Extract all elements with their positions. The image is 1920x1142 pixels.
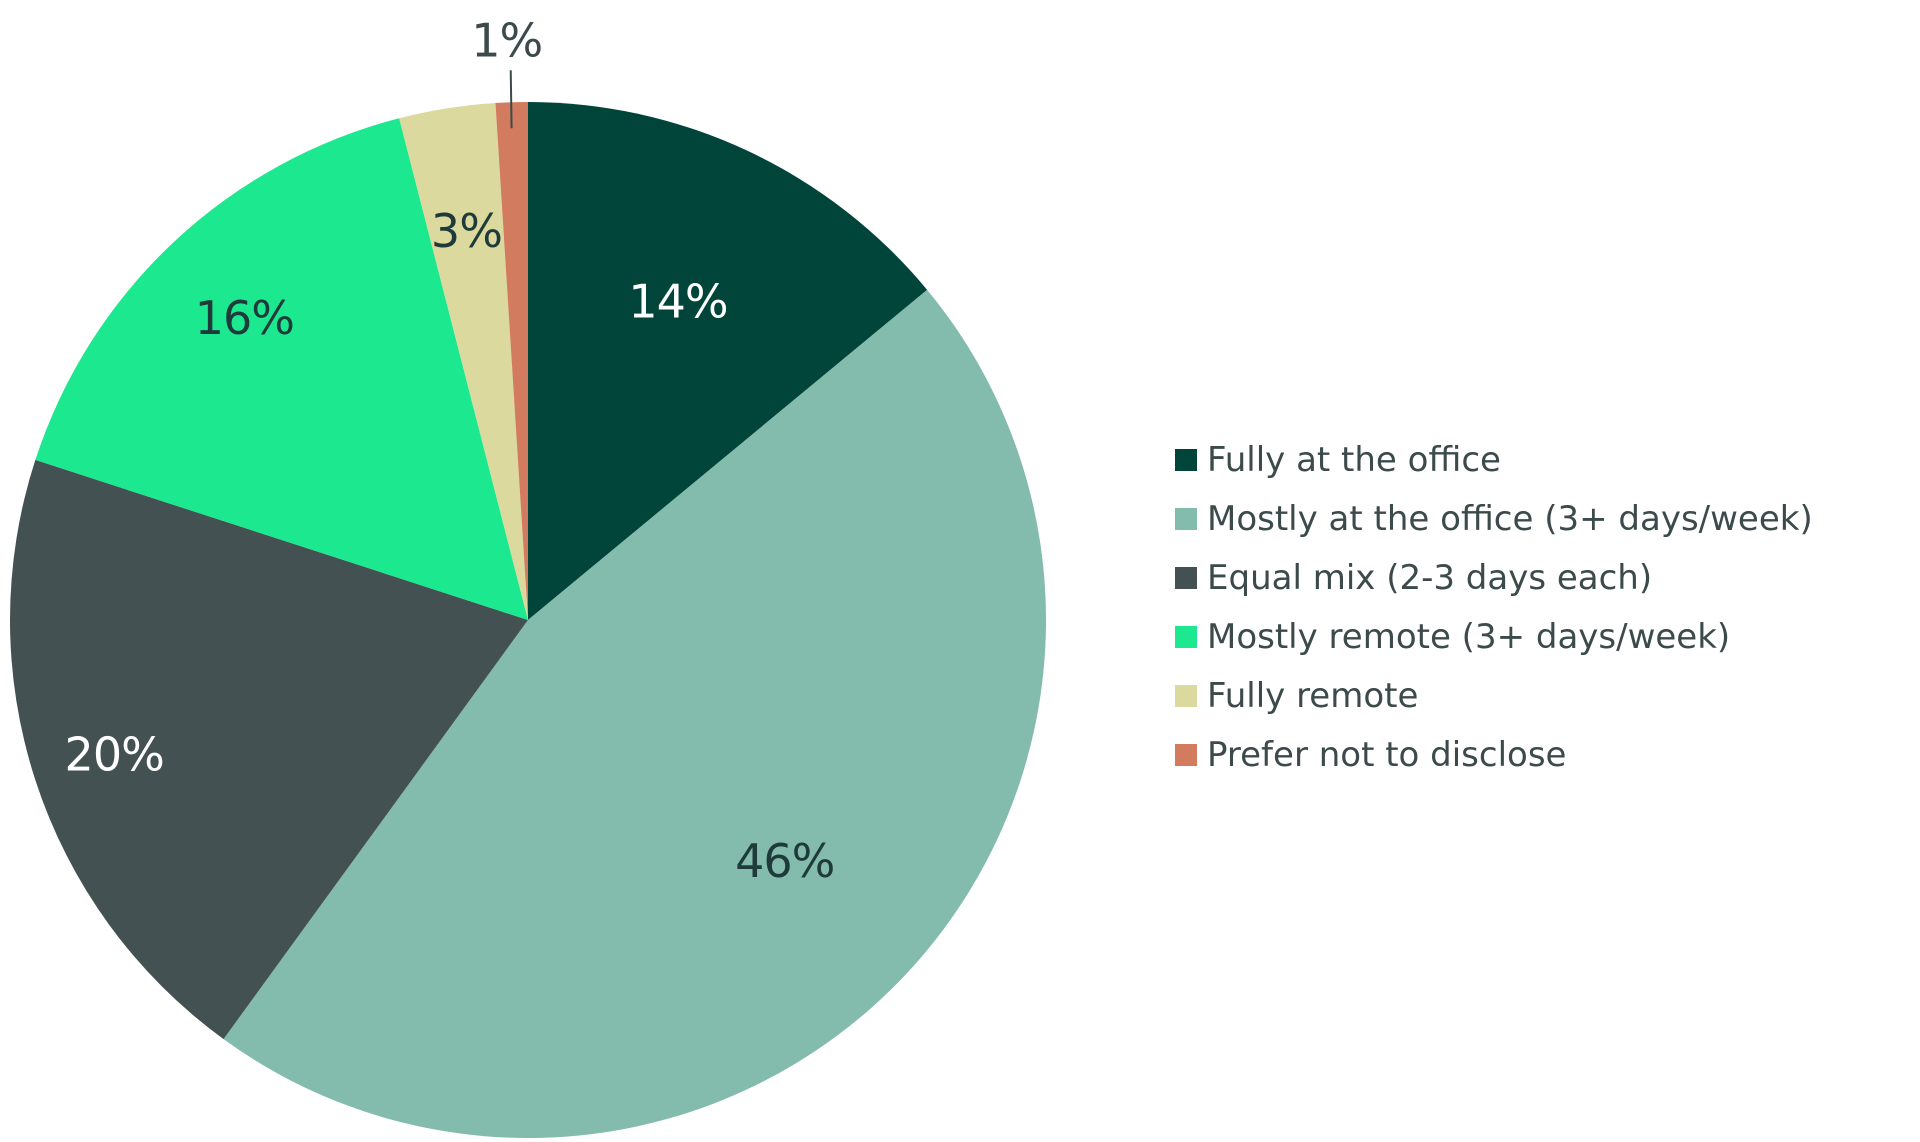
slice-value-label: 3% [431, 204, 502, 258]
pie-slice [399, 103, 528, 620]
slice-value-label: 16% [195, 291, 294, 345]
slice-value-label: 14% [628, 274, 727, 328]
legend-swatch [1175, 566, 1197, 589]
pie-slice [528, 102, 928, 620]
slice-value-label: 46% [735, 834, 834, 888]
legend-swatch [1175, 625, 1197, 648]
legend-item: Mostly at the office (3+ days/week) [1175, 489, 1813, 548]
legend-item: Fully at the office [1175, 430, 1813, 489]
pie-slice [10, 459, 529, 1040]
chart-legend: Fully at the office Mostly at the office … [1175, 430, 1813, 784]
legend-label: Fully at the office [1207, 439, 1501, 480]
legend-item: Equal mix (2-3 days each) [1175, 548, 1813, 607]
legend-item: Fully remote [1175, 666, 1813, 725]
legend-label: Mostly remote (3+ days/week) [1207, 616, 1731, 657]
pie-slice [35, 118, 529, 620]
legend-label: Mostly at the office (3+ days/week) [1207, 498, 1813, 539]
pie-slice [223, 289, 1046, 1139]
slice-value-label: 20% [65, 727, 164, 781]
pie-slices [10, 102, 1046, 1139]
legend-label: Prefer not to disclose [1207, 734, 1567, 775]
legend-swatch [1175, 507, 1197, 530]
leader-line [509, 70, 513, 129]
legend-item: Mostly remote (3+ days/week) [1175, 607, 1813, 666]
legend-item: Prefer not to disclose [1175, 725, 1813, 784]
legend-swatch [1175, 743, 1197, 766]
pie-slice [495, 102, 528, 620]
slice-value-label: 1% [471, 13, 542, 67]
pie-value-labels: 14% 46% 20% 16% 3% 1% [65, 13, 836, 888]
legend-label: Equal mix (2-3 days each) [1207, 557, 1653, 598]
legend-swatch [1175, 684, 1197, 707]
legend-label: Fully remote [1207, 675, 1419, 716]
legend-swatch [1175, 448, 1197, 471]
